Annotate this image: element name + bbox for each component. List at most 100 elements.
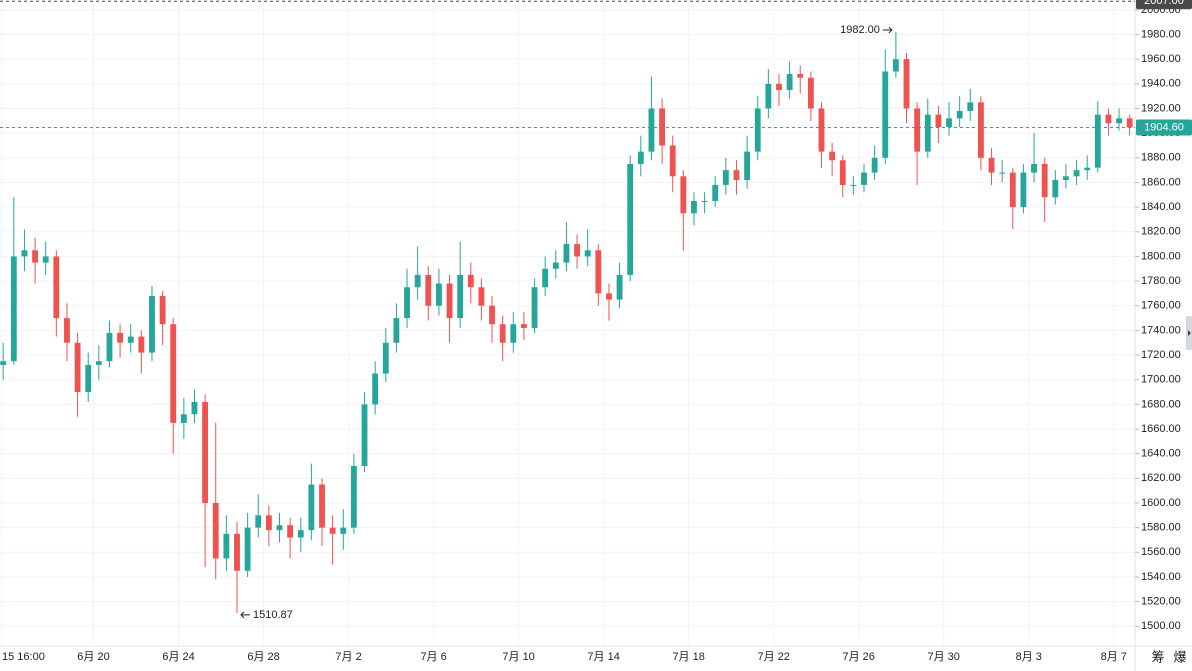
candle-body	[446, 283, 453, 319]
candle-body	[329, 527, 336, 534]
price-label-box	[1136, 0, 1192, 10]
candle-body	[467, 274, 474, 288]
candle-body	[606, 293, 612, 300]
candle-body	[234, 533, 240, 571]
candle-body	[244, 527, 251, 571]
candle-body	[287, 525, 294, 538]
candle-body	[1041, 163, 1048, 198]
candle-body	[1020, 172, 1027, 208]
y-tick-label: 1560.00	[1141, 546, 1181, 558]
x-tick-label: 7月 2	[335, 651, 361, 663]
candle-body	[967, 102, 974, 111]
candle-body	[95, 361, 102, 365]
candle-body	[1062, 176, 1069, 180]
candle-body	[159, 295, 166, 325]
candle-body	[914, 108, 921, 152]
candle-body	[552, 262, 559, 269]
y-tick-label: 1600.00	[1141, 497, 1181, 509]
candle-body	[754, 108, 761, 152]
y-tick-label: 1740.00	[1141, 324, 1181, 336]
candle-body	[669, 145, 676, 177]
candle-body	[999, 172, 1006, 174]
y-tick-label: 1980.00	[1141, 28, 1181, 40]
candle-body	[10, 256, 17, 362]
min-arrow	[240, 611, 250, 619]
max-arrow	[882, 26, 893, 34]
y-tick-label: 1940.00	[1141, 78, 1181, 90]
candle-body	[319, 484, 325, 528]
price-label: 2007.00	[1144, 0, 1184, 7]
candle-body	[924, 114, 931, 152]
candle-body	[297, 530, 304, 538]
y-tick-label: 1540.00	[1141, 571, 1181, 583]
x-tick-label: 7月 26	[842, 651, 874, 663]
candle-body	[32, 250, 38, 263]
candle-body	[1052, 179, 1059, 198]
candle-body	[361, 404, 368, 467]
candle-body	[584, 250, 591, 257]
side-handle-arrow	[1188, 330, 1191, 336]
candle-body	[1094, 114, 1101, 168]
candle-body	[382, 342, 389, 374]
candle-body	[521, 324, 527, 328]
candle-body	[627, 163, 634, 275]
y-tick-label: 1680.00	[1141, 398, 1181, 410]
candle-body	[542, 268, 549, 288]
candle-body	[946, 118, 952, 127]
candle-body	[574, 244, 580, 257]
y-tick-label: 1580.00	[1141, 522, 1181, 534]
candle-body	[255, 515, 262, 528]
toolbar-button[interactable]: 爆	[1173, 649, 1186, 664]
y-tick-label: 1880.00	[1141, 152, 1181, 164]
candle-body	[786, 73, 793, 90]
y-tick-label: 1500.00	[1141, 620, 1181, 632]
candle-body	[1126, 118, 1133, 128]
candle-body	[818, 108, 825, 152]
candle-body	[457, 274, 464, 319]
candle-body	[882, 71, 889, 158]
candle-body	[180, 414, 187, 423]
candle-body	[892, 59, 899, 72]
y-tick-label: 1780.00	[1141, 275, 1181, 287]
y-tick-label: 1820.00	[1141, 226, 1181, 238]
candle-body	[797, 73, 804, 78]
candle-body	[276, 525, 283, 531]
y-tick-label: 1620.00	[1141, 472, 1181, 484]
plot-area	[0, 0, 1135, 646]
candle-body	[765, 83, 772, 109]
candle-body	[871, 157, 878, 173]
candle-body	[680, 176, 687, 214]
x-tick-label: 7月 18	[672, 651, 704, 663]
toolbar-button[interactable]: 筹	[1151, 649, 1164, 664]
candle-body	[829, 151, 836, 161]
candle-body	[191, 401, 198, 415]
candle-body	[616, 274, 623, 300]
candle-body	[53, 256, 60, 319]
candle-body	[977, 102, 984, 158]
y-tick-label: 1860.00	[1141, 176, 1181, 188]
candle-body	[648, 108, 655, 152]
x-tick-label: 7月 14	[587, 651, 619, 663]
candle-body	[850, 184, 857, 186]
price-label-box	[1136, 119, 1192, 136]
candle-body	[1105, 114, 1112, 124]
candle-body	[212, 502, 219, 559]
candle-body	[595, 250, 602, 294]
candle-body	[1009, 172, 1016, 208]
y-tick-label: 1800.00	[1141, 250, 1181, 262]
candle-body	[265, 515, 272, 531]
candle-body	[988, 157, 995, 173]
candle-body	[935, 114, 942, 127]
candle-body	[64, 318, 70, 343]
candle-body	[350, 466, 357, 528]
candle-body	[861, 172, 867, 185]
candle-body	[499, 324, 506, 343]
candle-body	[733, 170, 740, 180]
candle-body	[85, 364, 92, 393]
candle-body	[956, 110, 963, 119]
min-label: 1510.87	[253, 609, 293, 621]
candle-body	[712, 184, 719, 201]
candle-body	[393, 318, 400, 343]
